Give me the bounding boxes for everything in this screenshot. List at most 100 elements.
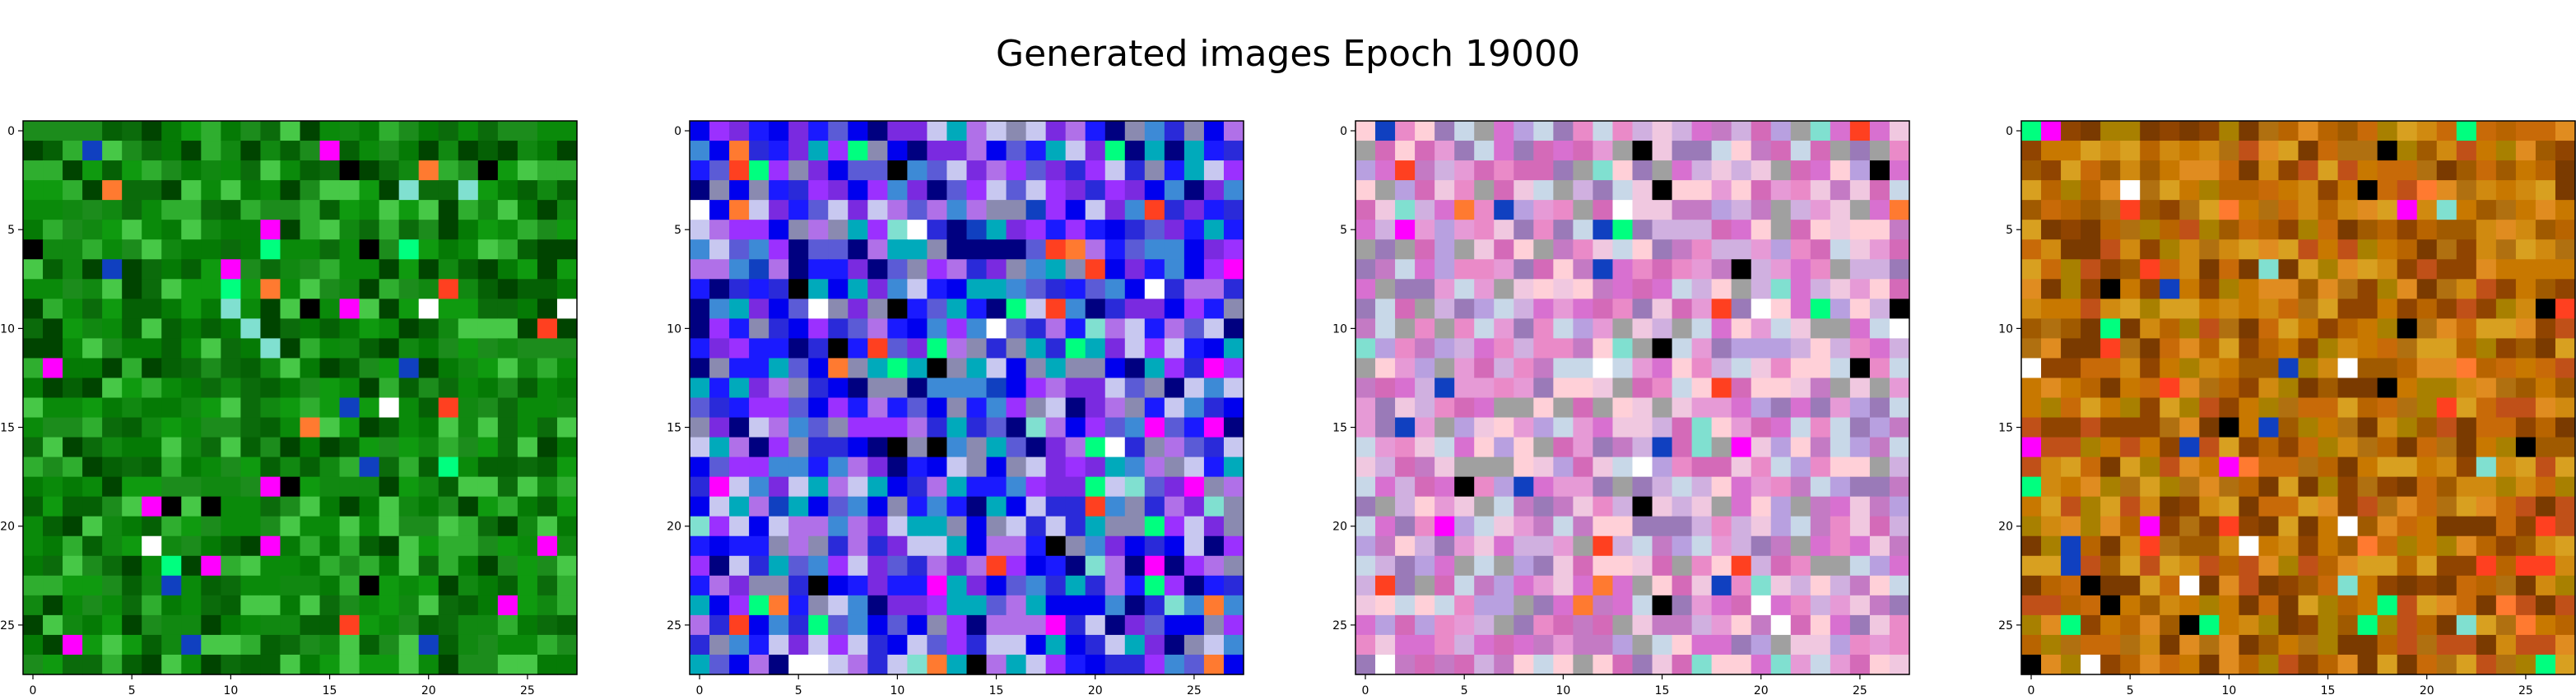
pixel-cell [729,397,750,419]
pixel-cell [339,180,360,201]
pixel-cell [749,397,770,419]
pixel-cell [1454,200,1475,220]
y-tick-label: 5 [7,224,15,237]
pixel-cell [1045,555,1067,577]
pixel-cell [1810,180,1831,201]
pixel-cell [927,239,948,260]
pixel-cell [23,516,44,537]
pixel-cell [2081,378,2101,399]
pixel-cell [1085,654,1106,675]
pixel-cell [2021,239,2042,260]
pixel-cell [1632,259,1653,280]
pixel-cell [477,496,499,517]
pixel-cell [142,476,162,498]
pixel-cell [1045,318,1067,339]
pixel-cell [556,318,578,339]
pixel-cell [102,437,123,458]
pixel-cell [1434,338,1455,359]
pixel-cell [1104,279,1126,299]
pixel-cell [161,220,182,240]
pixel-cell [946,456,968,478]
pixel-cell [1223,516,1244,537]
pixel-cell [1183,200,1205,220]
pixel-cell [82,160,103,181]
pixel-cell [1573,575,1594,596]
pixel-cell [1085,417,1106,438]
pixel-cell [1494,535,1514,557]
pixel-cell [946,259,968,280]
pixel-cell [1223,417,1244,438]
pixel-cell [1751,456,1772,478]
pixel-cell [260,654,281,675]
pixel-cell [2160,535,2180,557]
pixel-cell [1454,456,1475,478]
pixel-cell [690,200,710,220]
pixel-cell [122,180,142,201]
pixel-cell [2416,160,2438,181]
pixel-cell [379,378,400,399]
x-tick-label: 15 [1655,684,1670,695]
pixel-cell [1144,575,1165,596]
x-tick-label: 10 [890,684,904,695]
pixel-cell [1691,318,1713,339]
pixel-cell [1104,535,1126,557]
pixel-cell [2298,141,2319,161]
pixel-cell [749,141,770,161]
pixel-cell [1045,358,1067,379]
pixel-cell [2041,654,2062,675]
pixel-cell [1632,160,1653,181]
pixel-cell [1810,220,1831,240]
pixel-cell [1810,239,1831,260]
pixel-cell [1790,259,1811,280]
pixel-cell [927,575,948,596]
pixel-cell [2258,595,2280,616]
pixel-cell [2357,437,2378,458]
pixel-cell [2140,654,2160,675]
pixel-cell [2160,575,2180,596]
pixel-cell [1474,456,1495,478]
pixel-cell [2397,358,2418,379]
pixel-cell [517,397,538,419]
pixel-cell [1494,358,1514,379]
pixel-cell [966,121,988,141]
pixel-cell [2160,180,2180,201]
pixel-cell [556,299,578,319]
pixel-cell [2258,437,2280,458]
pixel-cell [2377,259,2398,280]
pixel-cell [221,535,241,557]
pixel-cell [477,614,499,636]
pixel-cell [2318,318,2339,339]
pixel-cell [848,654,868,675]
pixel-cell [709,299,730,319]
pixel-cell [102,141,123,161]
pixel-cell [2476,654,2497,675]
pixel-cell [517,476,538,498]
pixel-cell [2397,456,2418,478]
pixel-cell [2515,358,2536,379]
pixel-cell [2495,476,2517,498]
pixel-cell [1533,121,1554,141]
pixel-cell [2357,180,2378,201]
pixel-cell [1770,259,1792,280]
pixel-cell [2337,200,2359,220]
pixel-cell [690,378,710,399]
pixel-cell [2219,555,2239,577]
pixel-cell [1375,634,1396,656]
pixel-cell [102,575,123,596]
pixel-cell [1203,141,1225,161]
pixel-cell [161,259,182,280]
pixel-cell [221,338,241,359]
pixel-cell [1415,358,1435,379]
pixel-cell [2337,121,2359,141]
pixel-cell [102,516,123,537]
pixel-cell [1632,180,1653,201]
pixel-cell [2476,279,2497,299]
pixel-cell [1223,378,1244,399]
pixel-cell [359,160,380,181]
pixel-cell [966,614,988,636]
pixel-cell [2298,397,2319,419]
pixel-cell [1006,496,1027,517]
pixel-cell [788,200,809,220]
pixel-cell [556,259,578,280]
